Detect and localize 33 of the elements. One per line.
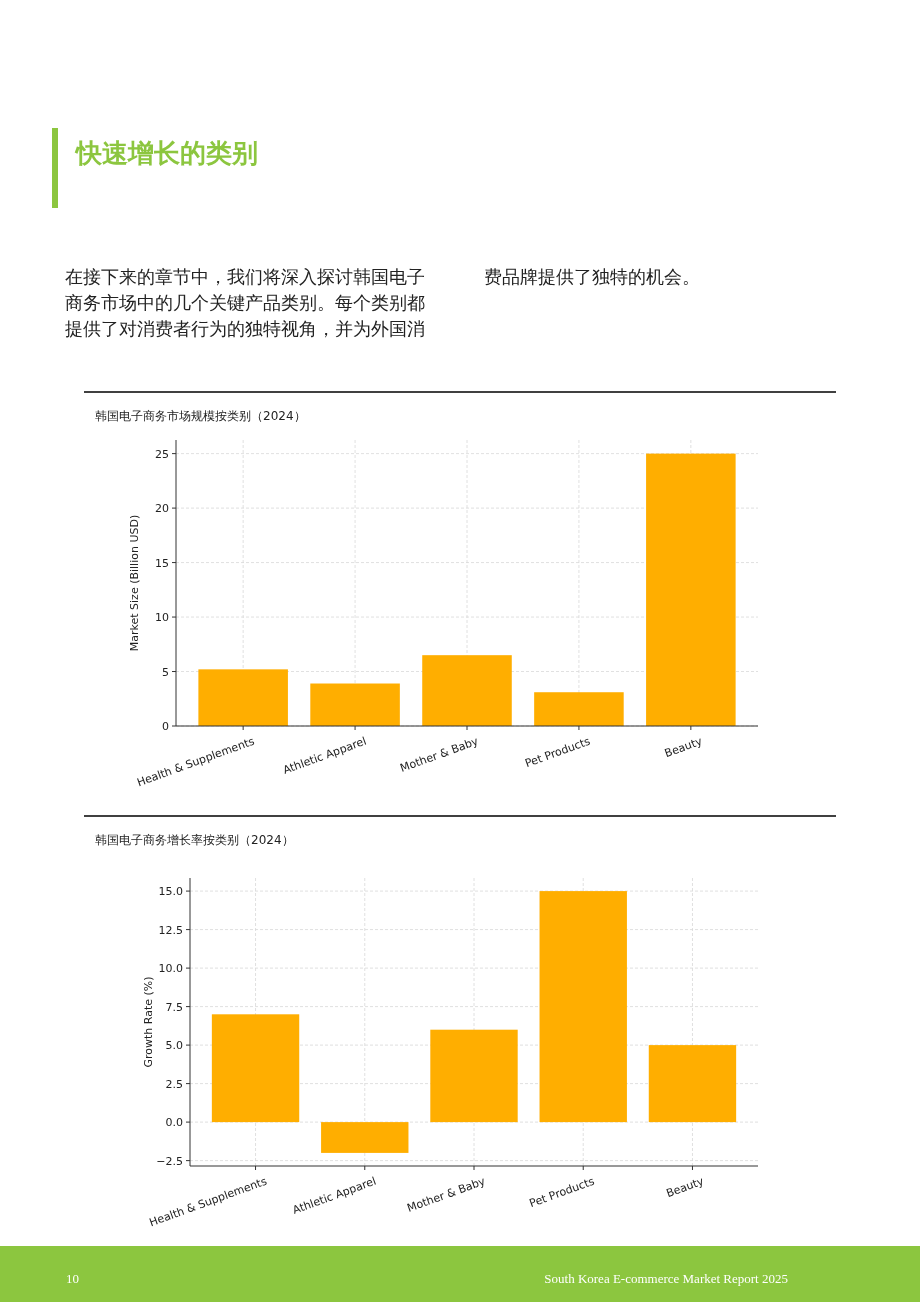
text: 10 xyxy=(66,1271,79,1286)
y-tick-label: 7.5 xyxy=(165,1000,183,1014)
bar xyxy=(198,669,288,726)
text: 在接下来的章节中，我们将深入探讨韩国电子商务市场中的几个关键产品类别。每个类别都提供了对消费者行为的独特视角，并为外国消 xyxy=(65,266,425,339)
y-tick-label: 5 xyxy=(162,665,169,679)
y-tick-label: 15 xyxy=(155,556,169,570)
bar xyxy=(534,692,624,726)
y-tick-label: 15.0 xyxy=(158,885,183,899)
bar xyxy=(422,655,512,726)
bar xyxy=(321,1122,409,1153)
y-axis-title: Growth Rate (%) xyxy=(142,976,155,1068)
y-tick-label: 2.5 xyxy=(165,1077,183,1091)
chart-title: 韩国电子商务市场规模按类别（2024） xyxy=(95,409,306,423)
text: 快速增长的类别 xyxy=(74,138,258,168)
y-tick-label: 0 xyxy=(162,720,169,733)
bar xyxy=(648,1045,737,1123)
bar xyxy=(646,453,736,726)
y-tick-label: 0.0 xyxy=(165,1116,183,1130)
bar xyxy=(310,683,400,726)
bar xyxy=(539,891,627,1123)
y-tick-label: 20 xyxy=(155,502,169,516)
chart-title: 韩国电子商务增长率按类别（2024） xyxy=(95,833,294,847)
text: 费品牌提供了独特的机会。 xyxy=(484,266,700,287)
bar xyxy=(430,1029,518,1123)
text: South Korea E-commerce Market Report 2025 xyxy=(544,1271,788,1286)
y-tick-label: 12.5 xyxy=(158,923,183,937)
y-tick-label: 10.0 xyxy=(158,962,183,976)
y-axis-title: Market Size (Billion USD) xyxy=(128,514,141,652)
y-tick-label: −2.5 xyxy=(156,1154,183,1168)
y-tick-label: 10 xyxy=(155,611,169,625)
bar xyxy=(211,1014,300,1123)
y-tick-label: 5.0 xyxy=(165,1039,183,1053)
y-tick-label: 25 xyxy=(155,447,169,461)
